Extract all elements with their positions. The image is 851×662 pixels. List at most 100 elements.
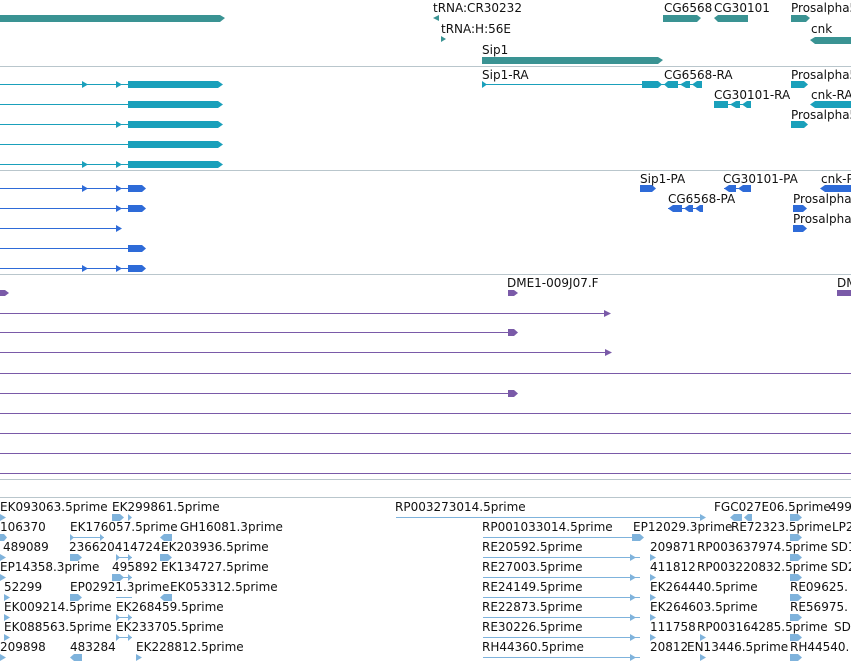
transcript-exon[interactable] (714, 101, 728, 108)
transcript-exon[interactable] (128, 81, 223, 88)
gene-label[interactable]: Sip1 (482, 43, 509, 57)
protein-feature[interactable] (793, 205, 807, 212)
cdna-label[interactable]: EK228812.5prime (136, 640, 244, 654)
transcript-label[interactable]: CG6568-RA (664, 68, 733, 82)
protein-feature[interactable] (128, 185, 146, 192)
cdna-label[interactable]: RP001033014.5prime (482, 520, 613, 534)
cdna-label[interactable]: EP02921.3prime (70, 580, 170, 594)
cdna-label[interactable]: EK264440.5prime (650, 580, 758, 594)
transcript-exon[interactable] (791, 121, 808, 128)
transcript-label[interactable]: Prosalpha5 (791, 108, 851, 122)
protein-feature[interactable] (128, 245, 146, 252)
cdna-label[interactable]: 489089 (3, 540, 49, 554)
transcript-exon[interactable] (128, 141, 223, 148)
cdna-label[interactable]: RE56975. (790, 600, 848, 614)
cdna-label[interactable]: EK053312.5prime (170, 580, 278, 594)
protein-feature[interactable] (724, 185, 736, 192)
protein-feature[interactable] (668, 205, 682, 212)
transcript-exon[interactable] (642, 81, 662, 88)
protein-feature[interactable] (640, 185, 656, 192)
protein-feature[interactable] (793, 225, 807, 232)
transcript-label[interactable]: Sip1-RA (482, 68, 529, 82)
cdna-label[interactable]: EK264603.5prime (650, 600, 758, 614)
cdna-label[interactable]: RP003273014.5prime (395, 500, 526, 514)
est-feature[interactable] (837, 290, 851, 296)
protein-label[interactable]: Prosalpha (793, 212, 851, 226)
cdna-label[interactable]: RH44360.5prime (482, 640, 584, 654)
cdna-label[interactable]: FGC027E06.5prime (714, 500, 831, 514)
cdna-label[interactable]: 52299 (4, 580, 43, 594)
cdna-label[interactable]: 209898 (0, 640, 46, 654)
transcript-label[interactable]: CG30101-RA (714, 88, 791, 102)
est-feature[interactable] (508, 329, 518, 336)
gene-feature[interactable] (441, 36, 446, 42)
cdna-label[interactable]: EK009214.5prime (4, 600, 112, 614)
transcript-exon[interactable] (664, 81, 678, 88)
cdna-label[interactable]: RP003220832.5prime (697, 560, 828, 574)
est-feature[interactable] (0, 290, 9, 296)
gene-feature[interactable] (791, 15, 810, 22)
cdna-label[interactable]: RE20592.5prime (482, 540, 583, 554)
cdna-label[interactable]: RE24149.5prime (482, 580, 583, 594)
cdna-label[interactable]: SD (834, 620, 851, 634)
cdna-label[interactable]: 499 (829, 500, 851, 514)
cdna-label[interactable]: 111758 (650, 620, 696, 634)
protein-label[interactable]: CG30101-PA (723, 172, 798, 186)
protein-label[interactable]: Sip1-PA (640, 172, 686, 186)
cdna-label[interactable]: 483284 (70, 640, 116, 654)
gene-feature[interactable] (482, 57, 663, 64)
protein-feature[interactable] (820, 185, 851, 192)
est-feature[interactable] (508, 390, 518, 397)
est-feature[interactable] (508, 290, 518, 296)
est-label[interactable]: DM (837, 276, 851, 290)
cdna-label[interactable]: EN13446.5prime (687, 640, 789, 654)
cdna-label[interactable]: 209871 (650, 540, 696, 554)
gene-feature[interactable] (714, 15, 748, 22)
cdna-label[interactable]: EK203936.5prime (161, 540, 269, 554)
cdna-label[interactable]: 411812 (650, 560, 696, 574)
gene-feature[interactable] (433, 15, 439, 21)
cdna-label[interactable]: GH16081.3prime (180, 520, 283, 534)
transcript-label[interactable]: cnk-RA (811, 88, 851, 102)
gene-feature[interactable] (810, 37, 851, 44)
cdna-label[interactable]: 495892 (112, 560, 158, 574)
transcript-exon[interactable] (128, 121, 223, 128)
cdna-label[interactable]: EK233705.5prime (116, 620, 224, 634)
protein-feature[interactable] (128, 205, 146, 212)
gene-label[interactable]: cnk (811, 22, 833, 36)
cdna-label[interactable]: RE09625. (790, 580, 848, 594)
gene-label[interactable]: CG6568 (664, 1, 713, 15)
transcript-label[interactable]: Prosalpha5 (791, 68, 851, 82)
est-label[interactable]: DME1-009J07.F (507, 276, 599, 290)
cdna-label[interactable]: RE72323.5prime (731, 520, 832, 534)
gene-label[interactable]: tRNA:H:56E (441, 22, 511, 36)
gene-feature[interactable] (0, 15, 225, 22)
cdna-label[interactable]: RE22873.5prime (482, 600, 583, 614)
gene-label[interactable]: CG30101 (714, 1, 770, 15)
cdna-label[interactable]: EP14358.3prime (0, 560, 100, 574)
cdna-label[interactable]: EK088563.5prime (4, 620, 112, 634)
gene-label[interactable]: Prosalpha5 (791, 1, 851, 15)
protein-label[interactable]: cnk-P (821, 172, 851, 186)
cdna-label[interactable]: SD1 (831, 540, 851, 554)
protein-feature[interactable] (128, 265, 146, 272)
cdna-label[interactable]: 236620414724 (69, 540, 161, 554)
cdna-label[interactable]: RP003164285.5prime (697, 620, 828, 634)
cdna-label[interactable]: RP003637974.5prime (697, 540, 828, 554)
cdna-label[interactable]: EK134727.5prime (161, 560, 269, 574)
cdna-label[interactable]: SD2 (831, 560, 851, 574)
gene-feature[interactable] (663, 15, 701, 22)
cdna-label[interactable]: EK093063.5prime (0, 500, 108, 514)
cdna-label[interactable]: 20812 (650, 640, 689, 654)
gene-label[interactable]: tRNA:CR30232 (433, 1, 522, 15)
transcript-exon[interactable] (810, 101, 851, 108)
transcript-exon[interactable] (128, 161, 223, 168)
protein-label[interactable]: Prosalpha (793, 192, 851, 206)
cdna-label[interactable]: RE27003.5prime (482, 560, 583, 574)
cdna-label[interactable]: RH44540. (790, 640, 850, 654)
cdna-label[interactable]: EK299861.5prime (112, 500, 220, 514)
cdna-label[interactable]: RE30226.5prime (482, 620, 583, 634)
cdna-label[interactable]: EK268459.5prime (116, 600, 224, 614)
transcript-exon[interactable] (791, 81, 808, 88)
protein-label[interactable]: CG6568-PA (668, 192, 736, 206)
